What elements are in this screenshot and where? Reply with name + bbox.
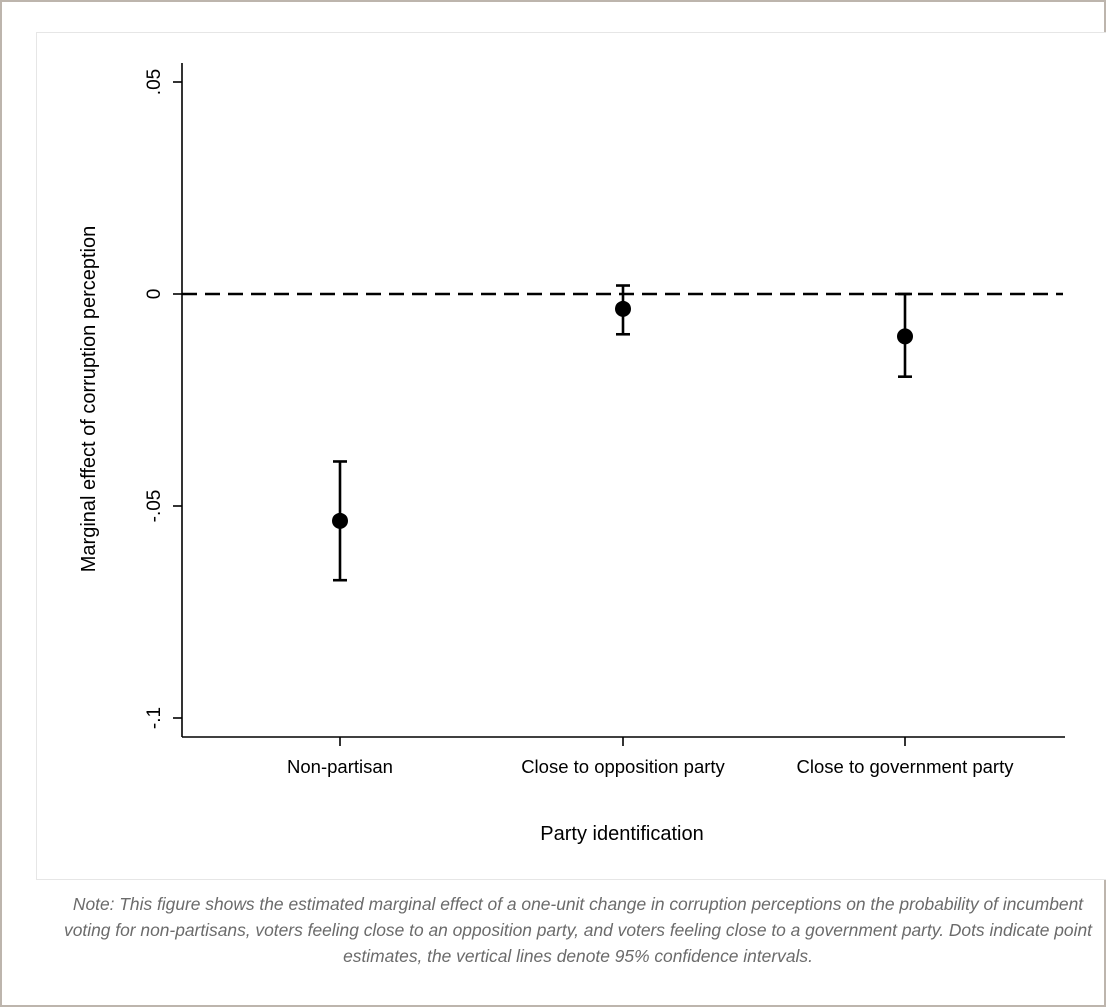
x-tick-label: Close to government party	[797, 756, 1015, 777]
marginal-effects-chart: .05 0 -.05 -.1 Non-partisan Close to opposit…	[78, 63, 1065, 845]
y-tick-label: -.1	[144, 707, 165, 729]
x-tick-label: Close to opposition party	[521, 756, 725, 777]
estimate-2	[897, 292, 913, 378]
point-estimate	[897, 328, 913, 345]
x-tick-label: Non-partisan	[287, 756, 393, 777]
estimate-marks	[332, 284, 913, 582]
point-estimate	[332, 512, 348, 529]
y-tick-label: .05	[144, 69, 165, 95]
y-tick-label: 0	[144, 289, 165, 300]
y-tick-label: -.05	[144, 490, 165, 523]
figure-note: Note: This figure shows the estimated ma…	[64, 894, 1092, 966]
chart-panel: .05 0 -.05 -.1 Non-partisan Close to opposit…	[36, 32, 1106, 880]
point-estimate	[615, 300, 631, 317]
estimate-1	[615, 284, 631, 336]
y-ticks: .05 0 -.05 -.1	[144, 69, 182, 729]
x-axis-title: Party identification	[540, 823, 703, 845]
x-ticks: Non-partisan Close to opposition party Clo…	[287, 737, 1014, 777]
y-axis-title: Marginal effect of corruption perception	[78, 226, 100, 573]
estimate-0	[332, 460, 348, 582]
